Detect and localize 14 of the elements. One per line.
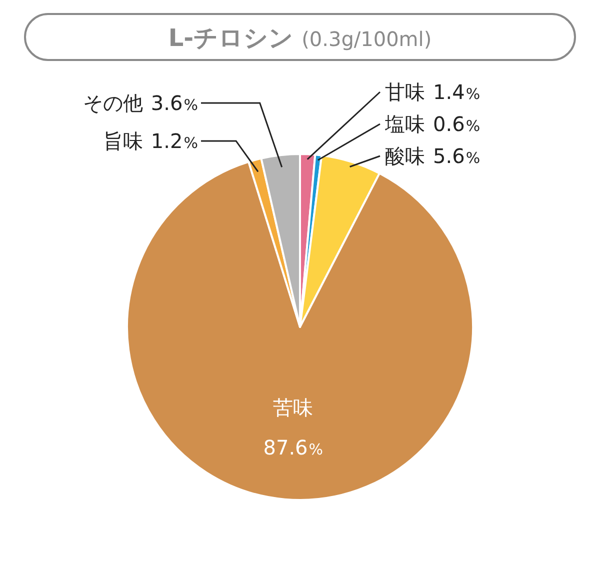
data-label: 0.6% [433,112,480,136]
slice-label: 甘味 [385,80,425,104]
data-label: 87.6% [263,436,324,460]
data-label: 1.2% [150,129,198,153]
chart-subtitle: (0.3g/100ml) [302,27,432,51]
data-label: 5.6% [433,144,480,168]
slice-label: その他 [82,91,143,115]
chart-title: L-チロシン [168,24,294,52]
slice-label: 苦味 [273,396,314,420]
slice-label: 塩味 [384,112,425,136]
data-label: 1.4% [433,80,480,104]
slice-label: 旨味 [102,129,143,153]
data-label: 3.6% [150,91,198,115]
slice-label: 酸味 [385,144,425,168]
